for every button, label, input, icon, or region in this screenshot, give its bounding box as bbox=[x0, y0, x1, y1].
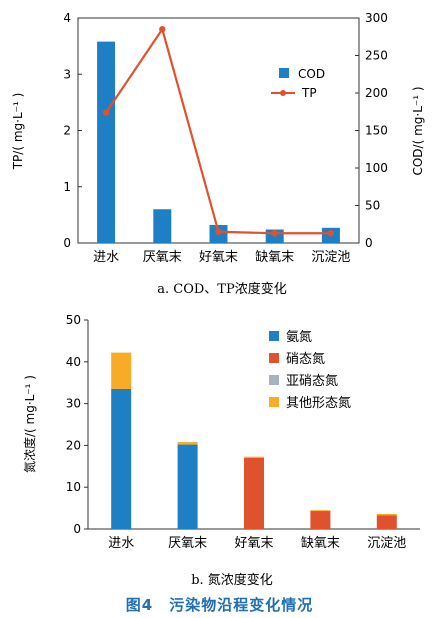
chart-b-tick-label: 30 bbox=[66, 397, 81, 411]
legend-tp-marker bbox=[280, 90, 286, 96]
legend-label-3: 亚硝态氮 bbox=[286, 374, 338, 389]
n-bar-3-series-4 bbox=[244, 456, 264, 458]
chart-b-category-label: 缺氧末 bbox=[301, 536, 340, 551]
left-tick-label: 1 bbox=[63, 180, 71, 194]
legend-swatch-1 bbox=[269, 331, 279, 341]
left-tick-label: 2 bbox=[63, 124, 71, 138]
tp-point-3 bbox=[215, 228, 222, 235]
chart-a-right-axis-label: COD/( mg·L⁻¹ ) bbox=[411, 86, 425, 175]
chart-b-category-label: 进水 bbox=[108, 536, 134, 551]
n-bar-5-series-4 bbox=[376, 513, 397, 516]
chart-a-category-label: 好氧末 bbox=[199, 250, 238, 265]
n-bar-3-series-2 bbox=[244, 457, 264, 529]
chart-b-tick-label: 50 bbox=[66, 313, 81, 327]
cod-bar-2 bbox=[153, 209, 172, 243]
right-tick-label: 200 bbox=[365, 86, 388, 100]
chart-a-category-label: 缺氧末 bbox=[255, 250, 294, 265]
chart-b-category-label: 沉淀池 bbox=[367, 536, 406, 551]
right-tick-label: 100 bbox=[365, 161, 388, 175]
legend-label-1: 氨氮 bbox=[286, 330, 312, 345]
chart-b-tick-label: 0 bbox=[73, 522, 81, 536]
left-tick-label: 3 bbox=[63, 67, 71, 81]
n-bar-1-series-1 bbox=[111, 388, 132, 529]
tp-point-1 bbox=[102, 109, 110, 116]
tp-point-5 bbox=[327, 230, 335, 237]
chart-b-y-axis-label: 氮浓度/( mg·L⁻¹ ) bbox=[22, 375, 37, 473]
chart-b-tick-label: 40 bbox=[66, 355, 81, 369]
cod-bar-1 bbox=[97, 41, 116, 243]
n-bar-2-series-1 bbox=[177, 444, 198, 529]
n-bar-2-series-4 bbox=[177, 442, 198, 445]
n-bar-5-series-2 bbox=[376, 515, 397, 529]
n-bar-4-series-4 bbox=[310, 510, 331, 512]
right-tick-label: 50 bbox=[365, 199, 380, 213]
chart-b-caption: b. 氮浓度变化 bbox=[191, 572, 273, 588]
chart-a-caption: a. COD、TP浓度变化 bbox=[157, 281, 286, 297]
left-tick-label: 4 bbox=[63, 11, 71, 25]
figure-title: 图4 污染物沿程变化情况 bbox=[125, 596, 314, 614]
chart-b-category-label: 好氧末 bbox=[234, 536, 273, 551]
legend-swatch-2 bbox=[269, 353, 279, 363]
chart-a-category-label: 厌氧末 bbox=[143, 250, 182, 265]
tp-line bbox=[105, 26, 331, 235]
legend-swatch-3 bbox=[269, 375, 279, 385]
legend-tp-label: TP bbox=[301, 86, 317, 100]
legend-cod-swatch bbox=[279, 68, 289, 78]
right-tick-label: 150 bbox=[365, 124, 388, 138]
n-bar-4-series-2 bbox=[310, 511, 331, 529]
legend-label-2: 硝态氮 bbox=[286, 352, 325, 367]
legend-swatch-4 bbox=[269, 397, 279, 407]
chart-b-tick-label: 10 bbox=[66, 480, 81, 494]
chart-a-category-label: 沉淀池 bbox=[311, 250, 350, 265]
legend-cod-label: COD bbox=[298, 67, 325, 81]
left-tick-label: 0 bbox=[63, 236, 71, 250]
tp-point-2 bbox=[159, 26, 166, 33]
chart-b-tick-label: 20 bbox=[66, 438, 81, 452]
chart-a-left-axis-label: TP/( mg·L⁻¹ ) bbox=[11, 93, 25, 171]
right-tick-label: 0 bbox=[365, 236, 373, 250]
n-bar-1-series-4 bbox=[111, 352, 132, 389]
chart-a-plot-frame bbox=[77, 17, 360, 244]
tp-point-4 bbox=[271, 230, 278, 237]
right-tick-label: 300 bbox=[365, 11, 388, 25]
chart-b: 0 10 20 30 40 50 进水 厌氧末 好氧末 缺氧末 沉淀池 氮浓度/( mg·L⁻¹ … bbox=[22, 313, 420, 588]
right-tick-label: 250 bbox=[365, 49, 388, 63]
chart-b-category-label: 厌氧末 bbox=[168, 536, 207, 551]
legend-label-4: 其他形态氮 bbox=[286, 396, 351, 411]
chart-a-category-label: 进水 bbox=[93, 250, 119, 265]
